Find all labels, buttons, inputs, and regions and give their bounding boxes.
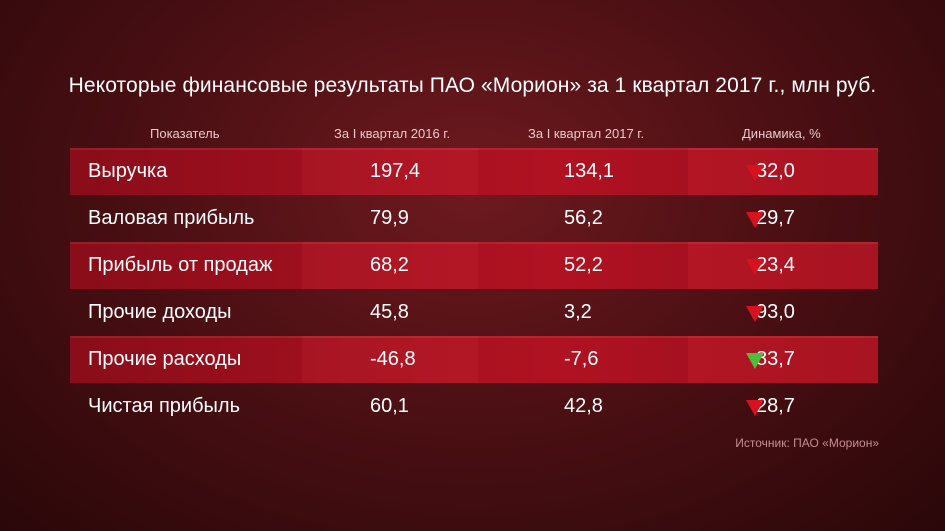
- value-2017: -7,6: [564, 348, 599, 370]
- column-header-dynamics: Динамика, %: [742, 126, 821, 141]
- value-2016: 197,4: [370, 160, 421, 182]
- table-row: Прибыль от продаж 68,2 52,2 23,4: [70, 242, 878, 289]
- value-2016: 68,2: [370, 254, 409, 276]
- value-2017: 56,2: [564, 207, 603, 229]
- row-label: Прибыль от продаж: [88, 254, 273, 276]
- decrease-arrow-icon: [746, 400, 764, 416]
- table-row: Прочие доходы 45,8 3,2 93,0: [70, 289, 878, 336]
- value-2016: 60,1: [370, 395, 409, 417]
- cell-highlight: [688, 148, 878, 195]
- value-2016: -46,8: [370, 348, 416, 370]
- value-dynamics: 93,0: [756, 301, 795, 323]
- column-header-indicator: Показатель: [150, 126, 220, 141]
- value-2017: 52,2: [564, 254, 603, 276]
- table-header: Показатель За I квартал 2016 г. За I ква…: [0, 126, 945, 144]
- value-2016: 79,9: [370, 207, 409, 229]
- value-dynamics: 32,0: [756, 160, 795, 182]
- value-dynamics: 23,4: [756, 254, 795, 276]
- value-dynamics: 28,7: [756, 395, 795, 417]
- column-header-2017: За I квартал 2017 г.: [528, 126, 645, 141]
- row-label: Прочие расходы: [88, 348, 242, 370]
- column-header-2016: За I квартал 2016 г.: [334, 126, 451, 141]
- table-row: Выручка 197,4 134,1 32,0: [70, 148, 878, 195]
- data-table: Выручка 197,4 134,1 32,0 Валовая прибыль 79,9…: [70, 148, 878, 430]
- table-row: Валовая прибыль 79,9 56,2 29,7: [70, 195, 878, 242]
- decrease-arrow-icon: [746, 259, 764, 275]
- cell-highlight: [302, 148, 478, 195]
- value-dynamics: 29,7: [756, 207, 795, 229]
- value-2017: 3,2: [564, 301, 592, 323]
- row-label: Валовая прибыль: [88, 207, 255, 229]
- row-label: Прочие доходы: [88, 301, 232, 323]
- cell-highlight: [302, 242, 478, 289]
- value-2017: 42,8: [564, 395, 603, 417]
- value-2016: 45,8: [370, 301, 409, 323]
- decrease-arrow-green-icon: [746, 353, 764, 369]
- decrease-arrow-icon: [746, 165, 764, 181]
- chart-title: Некоторые финансовые результаты ПАО «Мор…: [68, 74, 877, 97]
- source-note: Источник: ПАО «Морион»: [735, 436, 879, 450]
- table-row: Прочие расходы -46,8 -7,6 83,7: [70, 336, 878, 383]
- value-dynamics: 83,7: [756, 348, 795, 370]
- row-label: Выручка: [88, 160, 168, 182]
- decrease-arrow-icon: [746, 306, 764, 322]
- table-row: Чистая прибыль 60,1 42,8 28,7: [70, 383, 878, 430]
- cell-highlight: [302, 336, 478, 383]
- cell-highlight: [688, 242, 878, 289]
- cell-highlight: [688, 336, 878, 383]
- decrease-arrow-icon: [746, 212, 764, 228]
- row-label: Чистая прибыль: [88, 395, 240, 417]
- value-2017: 134,1: [564, 160, 615, 182]
